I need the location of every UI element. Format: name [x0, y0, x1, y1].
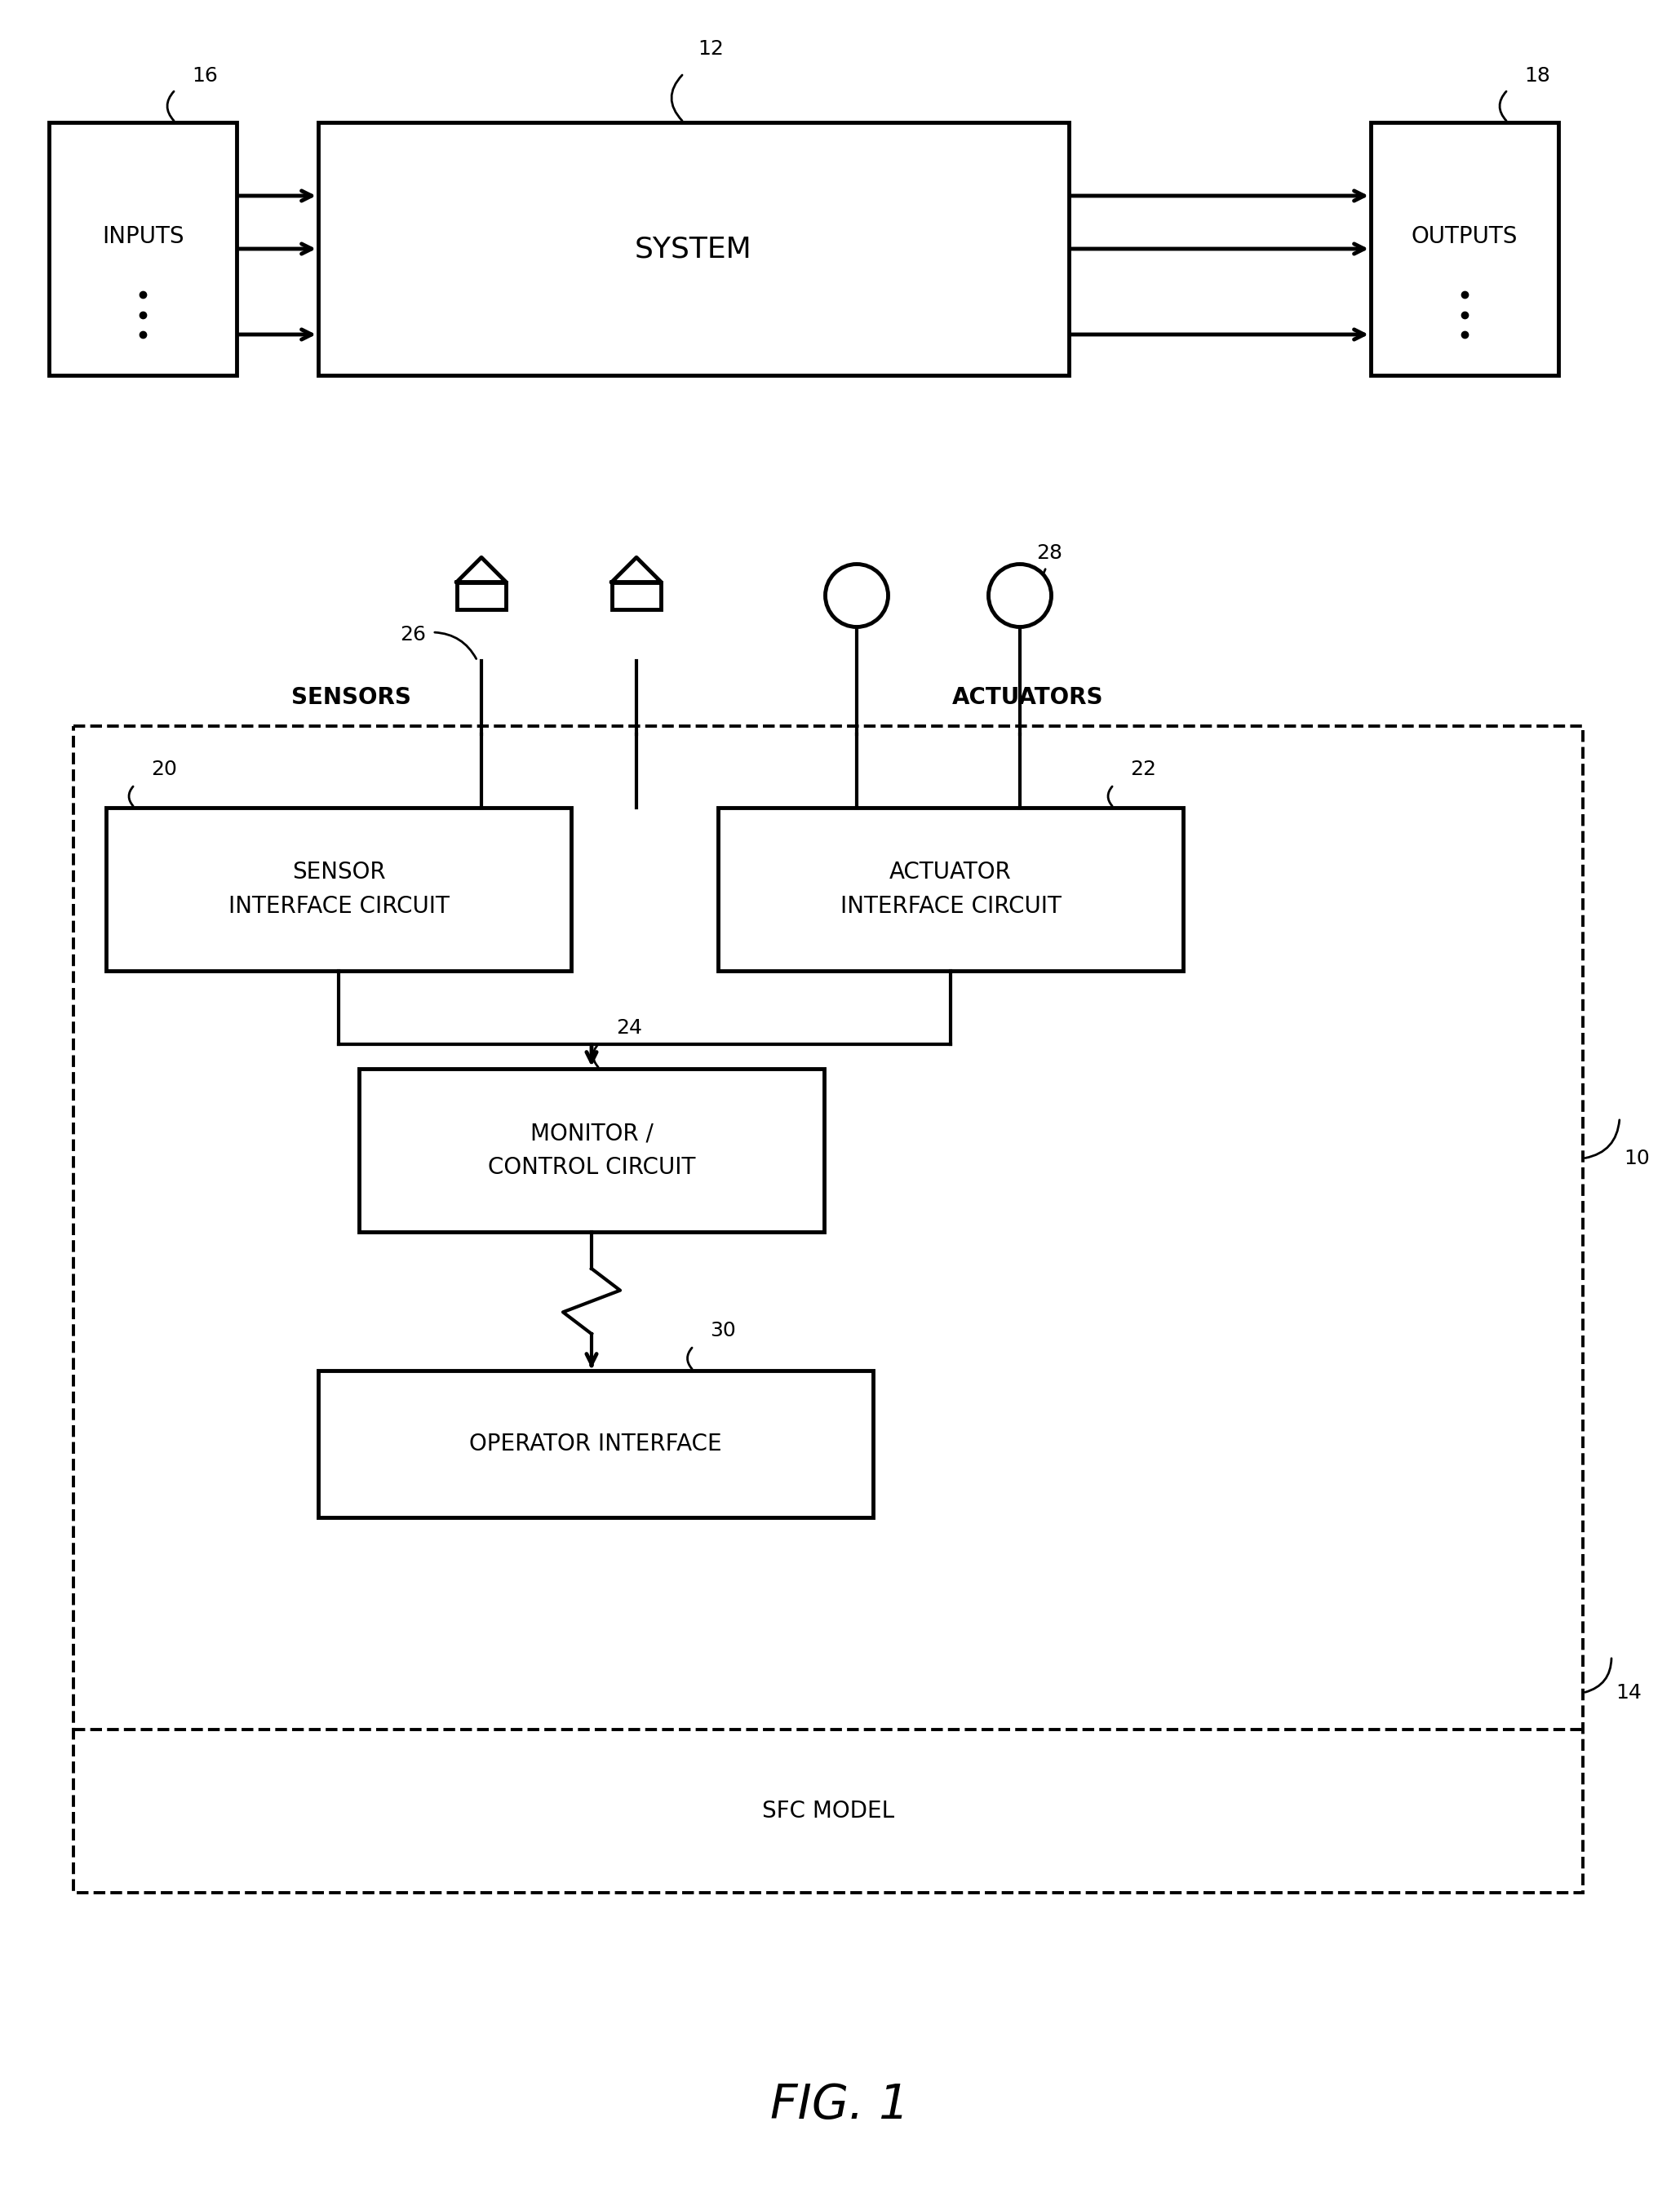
Polygon shape [457, 558, 506, 582]
Text: SENSORS: SENSORS [291, 685, 412, 710]
Bar [1371, 123, 1559, 376]
Bar [717, 808, 1183, 971]
Bar [106, 808, 571, 971]
Text: 10: 10 [1623, 1149, 1650, 1169]
Bar [74, 725, 1583, 1892]
Text: 30: 30 [711, 1320, 736, 1340]
Text: SFC MODEL: SFC MODEL [763, 1799, 894, 1824]
Text: 12: 12 [697, 40, 724, 59]
Text: 18: 18 [1524, 66, 1551, 86]
Bar [612, 582, 662, 609]
Text: ACTUATORS: ACTUATORS [953, 685, 1104, 710]
Text: 26: 26 [400, 624, 427, 644]
Text: 20: 20 [151, 760, 176, 780]
Text: OUTPUTS: OUTPUTS [1411, 224, 1517, 248]
Text: SENSOR
INTERFACE CIRCUIT: SENSOR INTERFACE CIRCUIT [228, 861, 449, 918]
Text: ACTUATOR
INTERFACE CIRCUIT: ACTUATOR INTERFACE CIRCUIT [840, 861, 1062, 918]
Text: MONITOR /
CONTROL CIRCUIT: MONITOR / CONTROL CIRCUIT [487, 1123, 696, 1178]
Text: SYSTEM: SYSTEM [635, 235, 753, 264]
Bar [318, 1371, 874, 1518]
Text: 16: 16 [192, 66, 218, 86]
Bar [49, 123, 237, 376]
Bar [318, 123, 1068, 376]
Text: FIG. 1: FIG. 1 [771, 2081, 909, 2129]
Text: INPUTS: INPUTS [102, 224, 183, 248]
Text: OPERATOR INTERFACE: OPERATOR INTERFACE [469, 1432, 722, 1454]
Circle shape [825, 565, 889, 626]
Text: 24: 24 [617, 1017, 642, 1037]
Bar [457, 582, 506, 609]
Text: 28: 28 [1037, 543, 1062, 562]
Circle shape [988, 565, 1052, 626]
Text: 14: 14 [1616, 1683, 1641, 1703]
Text: 22: 22 [1131, 760, 1156, 780]
Bar [360, 1068, 825, 1233]
Polygon shape [612, 558, 662, 582]
